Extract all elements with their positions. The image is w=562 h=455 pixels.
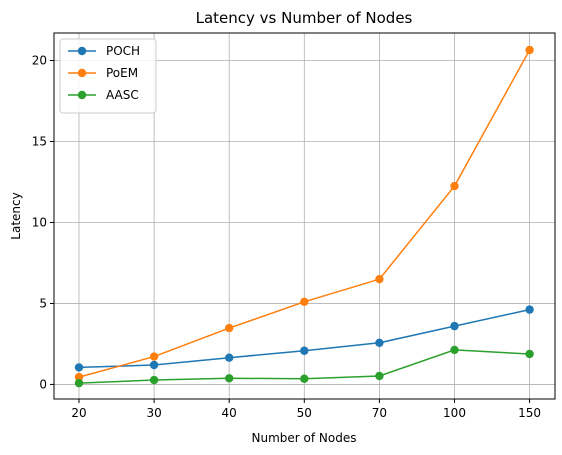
- data-point-aasc: [300, 375, 308, 383]
- legend-label-poch: POCH: [106, 44, 140, 58]
- data-point-poch: [300, 347, 308, 355]
- y-tick-label: 20: [32, 54, 47, 68]
- data-point-poch: [375, 339, 383, 347]
- x-tick-label: 30: [146, 406, 161, 420]
- data-point-aasc: [375, 372, 383, 380]
- data-point-aasc: [150, 376, 158, 384]
- y-axis-label: Latency: [9, 192, 23, 239]
- x-tick-label: 150: [518, 406, 541, 420]
- data-point-poem: [300, 298, 308, 306]
- data-point-poch: [525, 305, 533, 313]
- x-tick-label: 70: [372, 406, 387, 420]
- chart-title: Latency vs Number of Nodes: [196, 9, 413, 27]
- y-tick-label: 10: [32, 215, 47, 229]
- data-point-poem: [225, 324, 233, 332]
- data-point-aasc: [525, 350, 533, 358]
- y-tick-label: 5: [39, 296, 47, 310]
- legend: POCH PoEM AASC: [60, 39, 156, 113]
- data-point-poch: [225, 354, 233, 362]
- legend-marker-poch: [78, 47, 86, 55]
- x-tick-label: 100: [443, 406, 466, 420]
- legend-marker-poem: [78, 69, 86, 77]
- data-point-poem: [150, 352, 158, 360]
- x-tick-label: 40: [222, 406, 237, 420]
- data-point-aasc: [450, 346, 458, 354]
- data-point-aasc: [75, 379, 83, 387]
- data-point-poch: [450, 322, 458, 330]
- y-tick-label: 15: [32, 135, 47, 149]
- x-tick-label: 50: [297, 406, 312, 420]
- data-point-poem: [525, 46, 533, 54]
- legend-marker-aasc: [78, 91, 86, 99]
- legend-label-poem: PoEM: [106, 66, 138, 80]
- x-axis-ticks: 20 30 40 50 70 100 150: [71, 399, 541, 420]
- data-point-poem: [450, 182, 458, 190]
- y-tick-label: 0: [39, 377, 47, 391]
- x-axis-label: Number of Nodes: [252, 431, 357, 445]
- data-point-aasc: [225, 374, 233, 382]
- data-point-poem: [375, 275, 383, 283]
- data-point-poch: [150, 361, 158, 369]
- data-point-poch: [75, 363, 83, 371]
- x-tick-label: 20: [71, 406, 86, 420]
- y-axis-ticks: 0 5 10 15 20: [32, 54, 54, 392]
- legend-label-aasc: AASC: [106, 88, 139, 102]
